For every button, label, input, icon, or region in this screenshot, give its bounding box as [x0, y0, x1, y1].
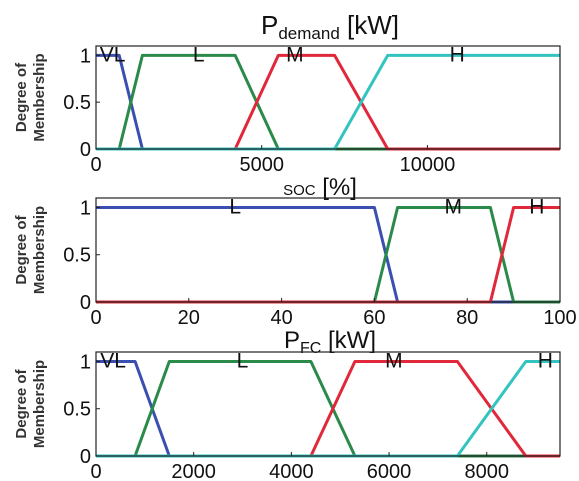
x-tick-label: 20: [178, 307, 200, 329]
title-main: P: [284, 327, 300, 354]
x-tick-label: 0: [90, 461, 101, 481]
series-line-m: [96, 206, 560, 304]
y-tick-label: 0: [80, 139, 91, 161]
chart-panel-2: SOC [%]Degree of Membership L M H0 20 40 60 80 10…: [13, 174, 577, 329]
title-subscript: demand: [278, 24, 339, 43]
y-tick-label: 0.5: [63, 399, 91, 421]
mf-label-vl: VL: [100, 349, 126, 372]
chart-title: PFC [kW]: [284, 327, 376, 357]
mf-label-m: M: [385, 349, 403, 372]
y-tick-label: 1: [80, 45, 91, 67]
y-tick-label: 1: [80, 197, 91, 219]
y-axis-label: Degree of: [13, 62, 30, 132]
y-axis-label: Membership: [31, 360, 48, 448]
y-axis-label: Degree of: [13, 368, 30, 438]
title-unit: [%]: [316, 174, 357, 201]
x-tick-label: 6000: [367, 461, 412, 481]
mf-label-m: M: [445, 195, 463, 218]
y-tick-label: 0.5: [63, 92, 91, 114]
plot-frame: [95, 45, 561, 150]
chart-panel-1: Pdemand [kW] Degree of Membership VL L M H 0 500…: [13, 10, 561, 176]
chart-title: Pdemand [kW]: [261, 10, 399, 43]
y-tick-label: 0: [80, 446, 91, 468]
plot-frame: [95, 197, 561, 303]
series-line-vl: [96, 53, 560, 151]
mf-label-l: L: [193, 43, 205, 66]
x-tick-label: 80: [456, 307, 478, 329]
x-tick-label: 2000: [171, 461, 216, 481]
series-line-h: [96, 53, 560, 151]
x-tick-label: 8000: [464, 461, 509, 481]
y-tick-label: 0: [80, 292, 91, 314]
x-tick-label: 5000: [239, 154, 284, 176]
y-tick-label: 1: [80, 351, 91, 373]
title-unit: [kW]: [321, 327, 376, 354]
y-tick-label: 0.5: [63, 245, 91, 267]
chart-panel-3: PFC [kW] Degree of Membership VL L M H 0 2000 400…: [13, 327, 561, 481]
title-main: P: [261, 10, 278, 40]
mf-label-l: L: [229, 195, 241, 218]
mf-label-h: H: [450, 43, 465, 66]
x-tick-label: 40: [270, 307, 292, 329]
x-tick-label: 0: [90, 154, 101, 176]
y-axis-label: Membership: [31, 53, 48, 141]
mf-label-vl: VL: [100, 43, 126, 66]
series-line-l: [96, 53, 560, 151]
series-line-l: [96, 206, 560, 304]
mf-label-h: H: [538, 349, 553, 372]
mf-label-m: M: [286, 43, 304, 66]
series-line-h: [96, 206, 560, 304]
y-axis-label: Degree of: [13, 214, 30, 284]
x-tick-label: 100: [543, 307, 576, 329]
mf-label-h: H: [529, 195, 544, 218]
title-subscript: FC: [300, 340, 321, 357]
x-tick-label: 60: [363, 307, 385, 329]
y-axis-label: Membership: [31, 206, 48, 294]
mf-label-l: L: [237, 349, 249, 372]
chart-title: SOC [%]: [283, 174, 357, 201]
series-line-m: [96, 53, 560, 151]
plot-frame: [95, 351, 561, 457]
x-tick-label: 0: [90, 307, 101, 329]
x-tick-label: 10000: [400, 154, 456, 176]
x-tick-label: 4000: [269, 461, 314, 481]
title-subscript: SOC: [283, 182, 316, 199]
title-unit: [kW]: [340, 10, 399, 40]
